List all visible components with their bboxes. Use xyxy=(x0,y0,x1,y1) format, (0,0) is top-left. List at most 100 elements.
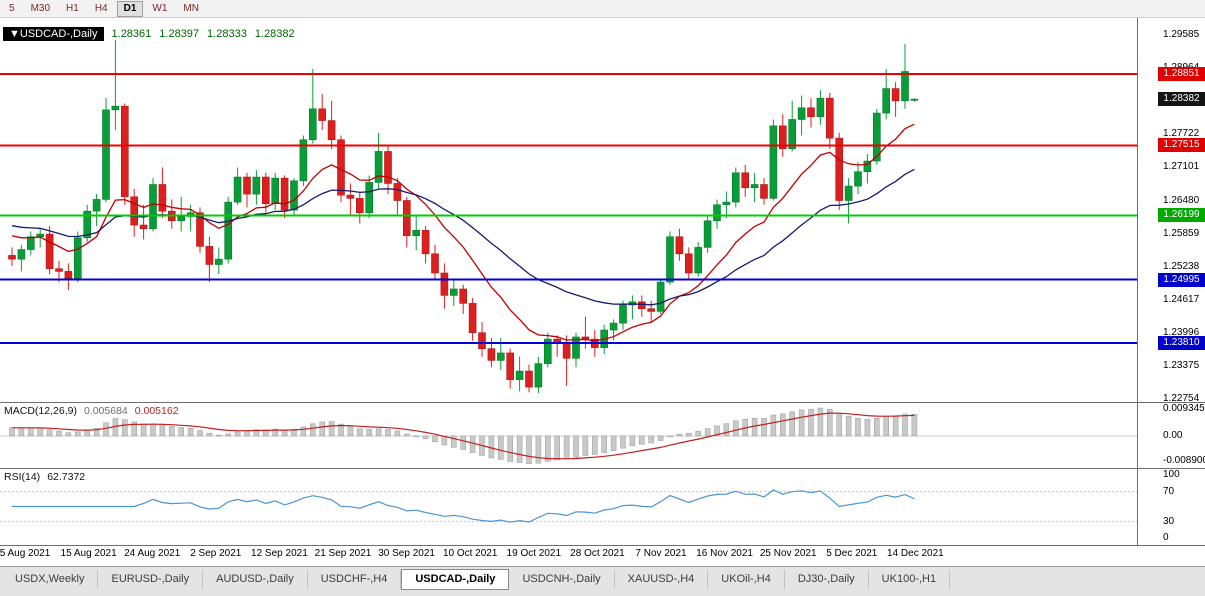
macd-bar xyxy=(902,413,908,437)
macd-bar xyxy=(648,435,654,444)
macd-bar xyxy=(404,433,410,437)
candle xyxy=(393,178,402,216)
candle xyxy=(318,93,327,131)
macd-bar xyxy=(874,417,880,437)
macd-bar xyxy=(723,423,730,437)
date-axis-label: 19 Oct 2021 xyxy=(506,548,562,559)
price-chart-panel xyxy=(0,40,1137,393)
macd-bar xyxy=(366,429,372,437)
candle xyxy=(769,119,778,201)
macd-bar xyxy=(695,431,701,437)
macd-bar xyxy=(704,428,711,437)
candle xyxy=(788,100,797,152)
macd-bar xyxy=(150,423,156,437)
tab-uk100-h1[interactable]: UK100-,H1 xyxy=(869,570,951,589)
candle xyxy=(863,154,872,184)
candle xyxy=(111,40,120,131)
candle xyxy=(224,196,232,264)
tab-usdcad-daily[interactable]: USDCAD-,Daily xyxy=(401,569,510,590)
rsi-axis-label: 100 xyxy=(1163,469,1180,480)
timeframe-button-h4[interactable]: H4 xyxy=(94,2,108,14)
macd-bar xyxy=(601,435,607,453)
candle xyxy=(637,295,646,317)
tab-dj30-daily[interactable]: DJ30-,Daily xyxy=(785,570,869,589)
date-axis-label: 10 Oct 2021 xyxy=(442,548,498,559)
tab-usdx-weekly[interactable]: USDX,Weekly xyxy=(2,570,99,589)
ohlc-low: 1.28333 xyxy=(207,28,247,40)
candle xyxy=(572,332,580,368)
chart-title: ▼USDCAD-,Daily 1.28361 1.28397 1.28333 1… xyxy=(3,27,295,41)
rsi-indicator-label: RSI(14) 62.7372 xyxy=(4,471,85,483)
candle xyxy=(261,172,270,213)
date-axis-label: 14 Dec 2021 xyxy=(887,548,944,559)
rsi-axis-label: 0 xyxy=(1163,532,1169,543)
candle xyxy=(750,172,759,203)
macd-bar xyxy=(18,427,25,437)
rsi-value: 62.7372 xyxy=(47,471,86,483)
timeframe-button-w1[interactable]: W1 xyxy=(152,2,168,14)
candle xyxy=(619,300,627,331)
macd-bar xyxy=(751,417,758,437)
price-badge: 1.28382 xyxy=(1158,92,1205,107)
candle xyxy=(243,172,251,208)
date-axis-label: 7 Nov 2021 xyxy=(635,548,687,559)
tab-audusd-daily[interactable]: AUDUSD-,Daily xyxy=(203,570,308,589)
candle xyxy=(731,167,740,208)
candle xyxy=(17,244,26,272)
macd-name: MACD(12,26,9) xyxy=(4,405,77,417)
candle xyxy=(64,263,73,291)
macd-bar xyxy=(657,435,664,441)
chart-symbol-label: ▼USDCAD-,Daily xyxy=(3,27,104,41)
candle xyxy=(825,92,834,149)
candle xyxy=(760,178,768,205)
tab-ukoil-h4[interactable]: UKOil-,H4 xyxy=(708,570,785,589)
macd-axis-label: 0.00 xyxy=(1163,429,1183,441)
macd-bar xyxy=(864,419,871,437)
ma-slow-line xyxy=(11,168,915,306)
rsi-axis-label: 70 xyxy=(1163,485,1175,497)
timeframe-button-5[interactable]: 5 xyxy=(9,2,15,14)
tab-xauusd-h4[interactable]: XAUUSD-,H4 xyxy=(615,570,709,589)
macd-bar xyxy=(28,427,34,437)
macd-bar xyxy=(855,417,861,437)
macd-panel xyxy=(0,407,1137,464)
macd-bar xyxy=(845,416,852,437)
rsi-line xyxy=(12,489,915,523)
candle xyxy=(252,170,261,205)
date-axis-label: 21 Sep 2021 xyxy=(314,548,372,559)
macd-bar xyxy=(122,419,128,437)
tab-usdcnh-daily[interactable]: USDCNH-,Daily xyxy=(509,570,615,589)
macd-bar xyxy=(469,435,476,453)
candle xyxy=(431,244,439,280)
candle xyxy=(384,146,392,195)
candle xyxy=(694,242,703,277)
timeframe-button-mn[interactable]: MN xyxy=(183,2,199,14)
timeframe-button-h1[interactable]: H1 xyxy=(66,2,79,14)
date-axis-label: 24 Aug 2021 xyxy=(124,548,181,559)
candle xyxy=(854,162,862,195)
price-badge: 1.28851 xyxy=(1158,67,1205,82)
macd-bar xyxy=(65,432,72,437)
macd-bar xyxy=(56,430,62,437)
timeframe-button-m30[interactable]: M30 xyxy=(30,2,51,14)
timeframe-button-d1[interactable]: D1 xyxy=(116,0,144,17)
chart-tabs-bar: USDX,Weekly EURUSD-,Daily AUDUSD-,Daily USD… xyxy=(0,566,1205,596)
tab-eurusd-daily[interactable]: EURUSD-,Daily xyxy=(98,570,204,589)
macd-bar xyxy=(582,435,589,456)
panel-divider[interactable] xyxy=(0,402,1205,403)
date-axis-label: 12 Sep 2021 xyxy=(251,548,308,559)
date-axis-label: 28 Oct 2021 xyxy=(570,548,625,559)
macd-bar xyxy=(798,409,805,437)
candle xyxy=(459,284,468,315)
macd-bar xyxy=(187,428,194,437)
macd-bar xyxy=(75,431,81,437)
macd-bar xyxy=(300,426,307,437)
macd-bar xyxy=(667,435,673,438)
candle xyxy=(807,98,815,128)
candle xyxy=(778,114,787,157)
candle xyxy=(168,199,176,229)
macd-bar xyxy=(676,433,683,437)
candle xyxy=(449,279,458,307)
tab-usdchf-h4[interactable]: USDCHF-,H4 xyxy=(308,570,402,589)
panel-divider[interactable] xyxy=(0,468,1205,469)
